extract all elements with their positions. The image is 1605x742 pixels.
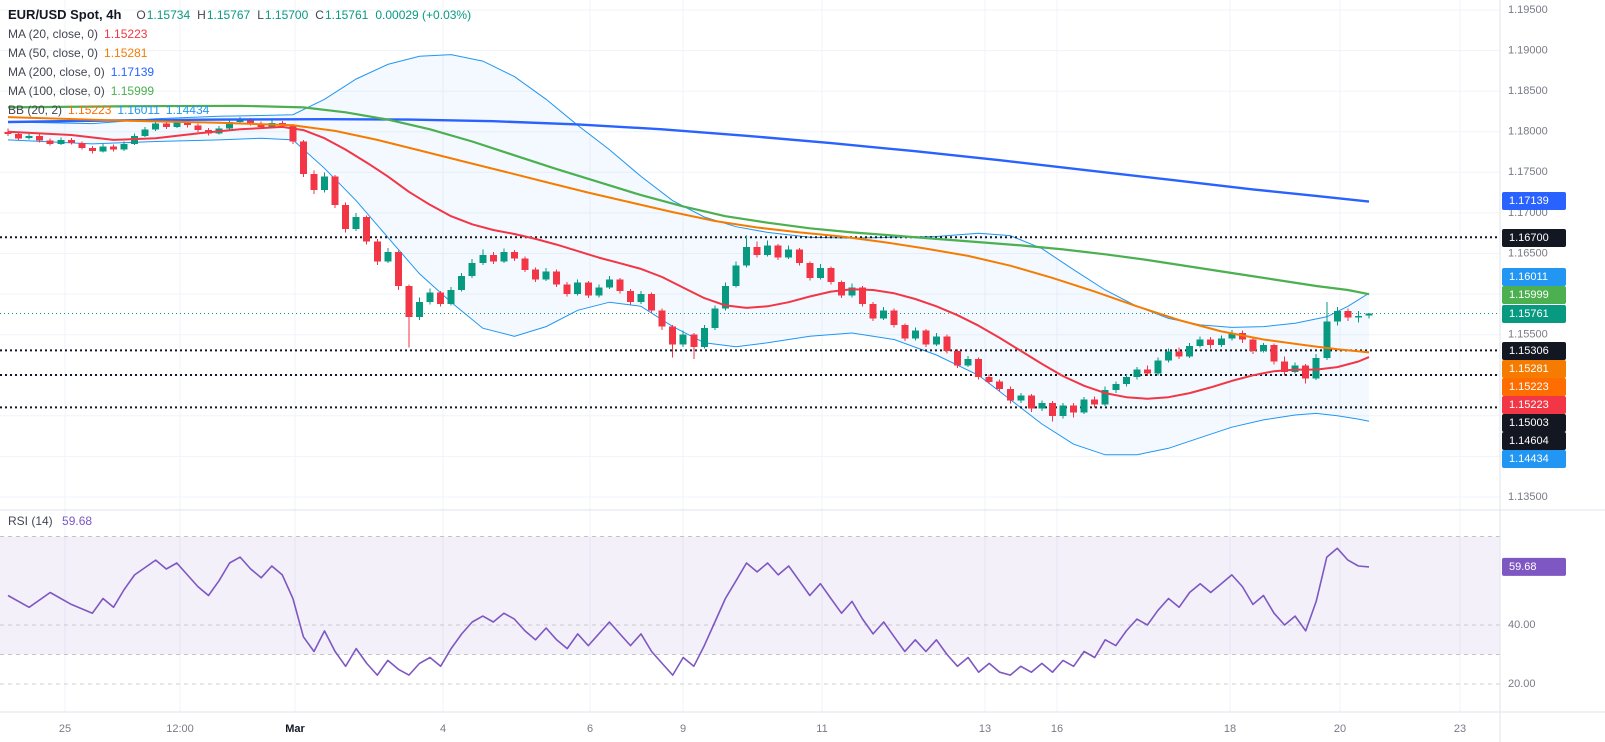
rsi-pane-area[interactable] (0, 510, 1500, 712)
svg-text:16: 16 (1051, 723, 1063, 735)
svg-text:40.00: 40.00 (1508, 619, 1536, 631)
indicator-value: 1.17139 (110, 64, 155, 79)
svg-text:1.17139: 1.17139 (1509, 195, 1549, 207)
price-axis-badge (1502, 342, 1566, 360)
price-axis-badge (1502, 268, 1566, 286)
indicator-legend-ma200[interactable]: MA (200, close, 0) 1.17139 (8, 62, 471, 81)
price-axis-badge (1502, 450, 1566, 468)
price-axis-badge (1502, 192, 1566, 210)
rsi-axis-badge (1502, 557, 1566, 576)
svg-text:1.16011: 1.16011 (1509, 271, 1548, 283)
price-axis-badge (1502, 378, 1566, 396)
svg-text:1.15003: 1.15003 (1509, 417, 1549, 429)
svg-text:18: 18 (1224, 723, 1236, 735)
bb-lower-line (7, 137, 1370, 456)
bb-upper-value: 1.16011 (117, 102, 160, 117)
svg-text:12:00: 12:00 (166, 723, 194, 735)
high-value: 1.15767 (206, 7, 251, 22)
svg-text:1.15223: 1.15223 (1509, 381, 1549, 393)
open-value: 1.15734 (146, 7, 191, 22)
open-label: O (136, 7, 146, 22)
indicator-value: 1.15223 (104, 26, 148, 41)
indicator-label: MA (200, close, 0) (8, 64, 105, 79)
high-label: H (197, 7, 206, 22)
svg-text:1.15761: 1.15761 (1509, 308, 1549, 320)
rsi-value: 59.68 (62, 514, 93, 528)
svg-text:1.13500: 1.13500 (1508, 491, 1548, 503)
ma-200-line (7, 118, 1370, 203)
change-value: 0.00029 (+0.03%) (375, 7, 472, 22)
legend-panel: EUR/USD Spot, 4h O 1.15734 H 1.15767 L 1.15… (8, 5, 471, 119)
time-axis-labels: 25 12:00 Mar 4 6 9 11 13 16 18 20 23 (59, 723, 1466, 735)
price-axis-badge (1502, 360, 1566, 378)
indicator-value: 1.15999 (110, 83, 155, 98)
price-axis-badge (1502, 414, 1566, 432)
indicator-value: 1.15281 (104, 45, 148, 60)
indicator-label: MA (20, close, 0) (8, 26, 99, 41)
price-axis-scale[interactable] (1500, 0, 1605, 712)
svg-text:1.19000: 1.19000 (1508, 45, 1548, 57)
svg-text:1.15223: 1.15223 (1509, 399, 1549, 411)
low-label: L (257, 7, 264, 22)
key-level-lines (0, 236, 1500, 409)
candlesticks (4, 117, 1373, 422)
svg-text:1.15999: 1.15999 (1509, 289, 1549, 301)
svg-text:20.00: 20.00 (1508, 678, 1536, 690)
svg-text:1.16500: 1.16500 (1508, 247, 1548, 259)
indicator-label: MA (100, close, 0) (8, 83, 105, 98)
svg-text:1.19500: 1.19500 (1508, 4, 1548, 16)
svg-text:11: 11 (816, 723, 827, 735)
price-axis-badge (1502, 305, 1566, 323)
ma-50-line (7, 116, 1370, 354)
indicator-legend-ma50[interactable]: MA (50, close, 0) 1.15281 (8, 43, 471, 62)
svg-text:Mar: Mar (285, 723, 305, 735)
bb-basis-value: 1.15223 (68, 102, 112, 117)
svg-text:59.68: 59.68 (1509, 561, 1537, 573)
indicator-label: BB (20, 2) (8, 102, 63, 117)
svg-text:25: 25 (59, 723, 71, 735)
indicator-legend-ma20[interactable]: MA (20, close, 0) 1.15223 (8, 24, 471, 43)
low-value: 1.15700 (264, 7, 309, 22)
svg-text:1.15500: 1.15500 (1508, 329, 1548, 341)
symbol-title: EUR/USD Spot, 4h (8, 7, 122, 22)
svg-text:1.14434: 1.14434 (1509, 453, 1549, 465)
svg-text:1.15306: 1.15306 (1509, 345, 1549, 357)
svg-text:20: 20 (1334, 723, 1346, 735)
svg-text:1.17500: 1.17500 (1508, 166, 1548, 178)
svg-text:1.16700: 1.16700 (1509, 232, 1549, 244)
svg-text:1.14604: 1.14604 (1509, 435, 1549, 447)
indicator-legend-ma100[interactable]: MA (100, close, 0) 1.15999 (8, 81, 471, 100)
price-axis-badge (1502, 286, 1566, 304)
price-axis-badge (1502, 432, 1566, 450)
svg-text:23: 23 (1454, 723, 1466, 735)
rsi-line (7, 547, 1370, 676)
price-axis-badges: 1.17139 1.16700 1.16011 1.15999 1.15761 1.153… (1502, 192, 1566, 576)
bb-lower-value: 1.14434 (165, 102, 210, 117)
grid-lines (0, 0, 1500, 712)
price-axis-badge (1502, 229, 1566, 247)
svg-text:1.18000: 1.18000 (1508, 126, 1548, 138)
indicator-label: MA (50, close, 0) (8, 45, 99, 60)
svg-text:1.15281: 1.15281 (1509, 363, 1549, 375)
svg-text:9: 9 (680, 723, 686, 735)
rsi-legend-row[interactable]: RSI (14) 59.68 (8, 514, 92, 528)
svg-text:6: 6 (587, 723, 593, 735)
indicator-legend-bb[interactable]: BB (20, 2) 1.15223 1.16011 1.14434 (8, 100, 471, 119)
rsi-pane (0, 536, 1500, 685)
close-label: C (315, 7, 324, 22)
close-value: 1.15761 (324, 7, 369, 22)
ma-20-line (7, 125, 1370, 400)
symbol-legend-row[interactable]: EUR/USD Spot, 4h O 1.15734 H 1.15767 L 1.15… (8, 5, 471, 24)
svg-text:4: 4 (440, 723, 446, 735)
svg-text:13: 13 (979, 723, 991, 735)
rsi-label: RSI (14) (8, 514, 53, 528)
price-axis-badge (1502, 396, 1566, 414)
svg-text:1.18500: 1.18500 (1508, 85, 1548, 97)
time-axis-scale[interactable] (0, 712, 1605, 742)
ma-100-line (7, 104, 1370, 296)
